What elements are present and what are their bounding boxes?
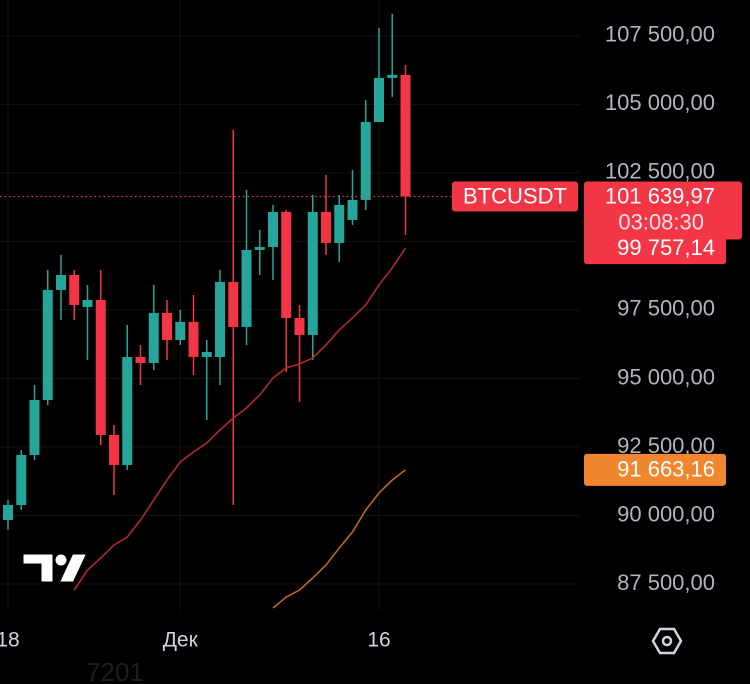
candle-body <box>374 77 384 122</box>
candle-body <box>201 351 212 357</box>
candle-body <box>294 317 305 335</box>
price-tag-label: 99 757,14 <box>617 235 715 260</box>
x-tick-label: 18 <box>0 629 20 652</box>
candle-body <box>42 289 53 400</box>
price-tag-label: 101 639,97 <box>605 183 715 208</box>
price-tag <box>584 232 726 265</box>
price-tag <box>584 181 742 240</box>
candle-body <box>321 211 331 243</box>
candle-body <box>175 321 186 340</box>
tradingview-logo <box>20 551 91 585</box>
candle-body <box>16 454 27 505</box>
candle-body <box>135 356 146 363</box>
symbol-tag <box>452 181 578 212</box>
candle-body <box>360 121 371 200</box>
y-tick-label: 92 500,00 <box>617 433 715 458</box>
symbol-label: BTCUSDT <box>463 183 567 208</box>
candle-body <box>162 312 172 340</box>
price-tag <box>584 453 726 486</box>
candle-body <box>109 434 119 465</box>
candle-body <box>3 504 13 520</box>
candle-body <box>268 211 278 247</box>
candle-body <box>215 281 225 357</box>
x-tick-label: 16 <box>367 629 390 652</box>
candle-body <box>387 74 398 78</box>
countdown: 03:08:30 <box>618 209 704 234</box>
candle-body <box>241 249 252 327</box>
y-tick-label: 95 000,00 <box>617 364 715 389</box>
plot <box>0 13 580 609</box>
candle-body <box>95 299 106 435</box>
y-tick-label: 97 500,00 <box>617 296 715 321</box>
y-tick-label: 102 500,00 <box>605 159 715 184</box>
y-tick-label: 105 000,00 <box>605 90 715 115</box>
candle-body <box>69 274 80 305</box>
candle-body <box>400 74 411 197</box>
candle-body <box>347 199 358 220</box>
candle-body <box>307 211 318 335</box>
settings-icon[interactable] <box>651 627 683 655</box>
candle-body <box>122 356 133 465</box>
candle-body <box>334 204 345 243</box>
candle-body <box>188 321 199 357</box>
x-tick-label: Дек <box>163 629 199 652</box>
moving-average <box>272 469 406 609</box>
watermark: 7201 <box>86 657 144 684</box>
candle-body <box>56 274 66 290</box>
y-tick-label: 107 500,00 <box>605 22 715 47</box>
candle-body <box>228 281 239 327</box>
moving-average <box>73 247 407 591</box>
candle-body <box>82 299 93 307</box>
price-tag-label: 91 663,16 <box>617 457 715 482</box>
candle-body <box>281 211 292 318</box>
candle-body <box>254 246 265 250</box>
candle-body <box>29 399 40 455</box>
y-tick-label: 90 000,00 <box>617 501 715 526</box>
candle-body <box>148 312 159 363</box>
y-tick-label: 87 500,00 <box>617 570 715 595</box>
